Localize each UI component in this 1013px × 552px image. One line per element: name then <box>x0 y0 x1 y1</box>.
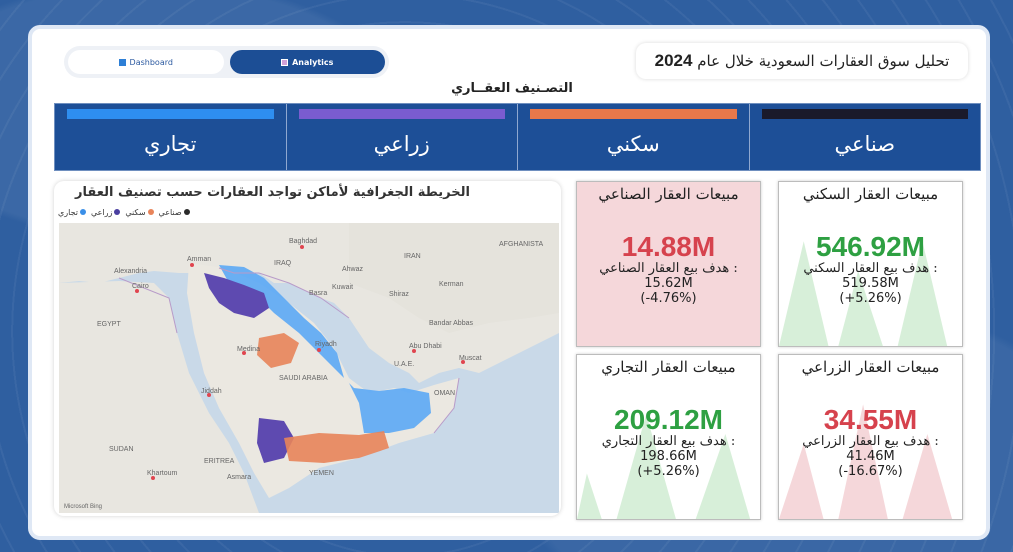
label-iraq: IRAQ <box>274 260 292 267</box>
category-color-bar <box>67 109 274 119</box>
label-baghdad: Baghdad <box>289 238 317 245</box>
label-medina: Medina <box>237 346 260 353</box>
label-saudi: SAUDI ARABIA <box>279 375 328 382</box>
label-uae: U.A.E. <box>394 361 414 368</box>
label-egypt: EGYPT <box>97 321 121 328</box>
dashboard-nav-label: Dashboard <box>129 57 173 67</box>
category-label: زراعي <box>373 132 430 156</box>
kpi-residential-target-label: هدف بيع العقار السكني : <box>803 261 938 276</box>
kpi-agricultural-change: (-16.67%) <box>838 464 903 479</box>
label-amman: Amman <box>187 256 211 263</box>
report-title-text: تحليل سوق العقارات السعودية خلال عام <box>697 52 950 70</box>
analytics-nav-label: Analytics <box>292 57 334 67</box>
kpi-commercial-change: (+5.26%) <box>637 464 700 479</box>
kpi-agricultural-target-label: هدف بيع العقار الزراعي : <box>802 434 939 449</box>
label-ahwaz: Ahwaz <box>342 266 364 273</box>
category-residential[interactable]: سكني <box>518 104 750 170</box>
label-oman: OMAN <box>434 390 455 397</box>
map-title: الخريطة الجغرافية لأماكن تواجد العقارات … <box>75 185 470 200</box>
category-industrial[interactable]: صناعي <box>750 104 981 170</box>
region-agricultural-north <box>204 273 269 318</box>
region-commercial <box>219 265 431 433</box>
kpi-industrial-change: (-4.76%) <box>640 291 697 306</box>
map-visual[interactable]: AFGHANISTA Baghdad IRAQ Amman Alexandria… <box>59 223 559 513</box>
kpi-residential-value: 546.92M <box>816 231 925 262</box>
label-shiraz: Shiraz <box>389 291 409 298</box>
label-yemen: YEMEN <box>309 470 334 477</box>
legend-item-industrial[interactable]: صناعي <box>159 208 190 217</box>
region-residential-south <box>284 431 389 463</box>
label-khartoum: Khartoum <box>147 470 178 477</box>
kpi-residential-title: مبيعات العقار السكني <box>802 185 939 203</box>
map-land-africa <box>59 281 259 513</box>
label-sudan: SUDAN <box>109 446 134 453</box>
kpi-residential-sparkline <box>779 241 948 346</box>
kpi-agricultural-card: مبيعات العقار الزراعي 34.55M هدف بيع الع… <box>778 354 963 520</box>
category-section-title: التصـنيف العقــاري <box>451 81 573 96</box>
kpi-agricultural-title: مبيعات العقار الزراعي <box>801 358 940 376</box>
kpi-commercial-title: مبيعات العقار التجاري <box>601 358 736 376</box>
report-title-year: 2024 <box>654 51 693 70</box>
legend-item-agricultural[interactable]: زراعي <box>91 208 121 217</box>
label-bandar-abbas: Bandar Abbas <box>429 320 473 327</box>
kpi-agricultural-sparkline <box>779 404 953 519</box>
label-bing: Microsoft Bing <box>64 504 102 510</box>
analytics-icon <box>281 58 289 66</box>
kpi-agricultural-target: 41.46M <box>846 449 895 464</box>
category-color-bar <box>761 109 968 119</box>
category-label: صناعي <box>834 132 896 156</box>
kpi-residential-target: 519.58M <box>842 276 899 291</box>
label-alexandria: Alexandria <box>114 268 147 275</box>
map-land-iran <box>349 223 559 333</box>
kpi-commercial-target-label: هدف بيع العقار التجاري : <box>601 434 736 449</box>
category-commercial[interactable]: تجاري <box>55 104 287 170</box>
dashboard-icon <box>118 58 126 66</box>
label-kuwait: Kuwait <box>332 284 353 291</box>
category-color-bar <box>530 109 737 119</box>
kpi-industrial-target: 15.62M <box>644 276 693 291</box>
kpi-agricultural-value: 34.55M <box>823 404 918 435</box>
kpi-residential-card: مبيعات العقار السكني 546.92M هدف بيع الع… <box>778 181 963 347</box>
dashboard-nav-button[interactable]: Dashboard <box>68 50 224 74</box>
map-legend: صناعي سكني زراعي تجاري <box>58 208 190 217</box>
kpi-residential-change: (+5.26%) <box>839 291 902 306</box>
legend-item-commercial[interactable]: تجاري <box>58 208 86 217</box>
map-card: الخريطة الجغرافية لأماكن تواجد العقارات … <box>54 181 561 516</box>
category-label: تجاري <box>144 132 197 156</box>
region-residential-center <box>257 333 299 368</box>
label-abu-dhabi: Abu Dhabi <box>409 343 442 350</box>
label-riyadh: Riyadh <box>315 341 337 348</box>
label-eritrea: ERITREA <box>204 458 235 465</box>
category-slicer: تجاري زراعي سكني صناعي <box>54 103 981 171</box>
label-iran: IRAN <box>404 253 421 260</box>
dashboard-panel: Dashboard Analytics تحليل سوق العقارات ا… <box>28 25 990 540</box>
analytics-nav-button[interactable]: Analytics <box>229 50 385 74</box>
report-title: تحليل سوق العقارات السعودية خلال عام 202… <box>636 43 968 79</box>
label-cairo: Cairo <box>132 283 149 290</box>
kpi-commercial-target: 198.66M <box>640 449 697 464</box>
label-afghanistan: AFGHANISTA <box>499 241 544 248</box>
page-navigator: Dashboard Analytics <box>64 46 389 78</box>
label-muscat: Muscat <box>459 355 482 362</box>
kpi-commercial-sparkline <box>577 414 751 519</box>
kpi-industrial-card: مبيعات العقار الصناعي 14.88M هدف بيع الع… <box>576 181 761 347</box>
label-basra: Basra <box>309 290 327 297</box>
kpi-commercial-value: 209.12M <box>614 404 723 435</box>
category-agricultural[interactable]: زراعي <box>287 104 518 170</box>
map-land-arabia <box>187 263 459 498</box>
kpi-industrial-value: 14.88M <box>621 231 716 262</box>
label-asmara: Asmara <box>227 474 251 481</box>
kpi-industrial-title: مبيعات العقار الصناعي <box>598 185 739 203</box>
label-jeddah: Jiddah <box>201 388 222 395</box>
category-label: سكني <box>606 132 660 156</box>
kpi-industrial-target-label: هدف بيع العقار الصناعي : <box>599 261 738 276</box>
region-agricultural-south <box>257 418 294 463</box>
legend-item-residential[interactable]: سكني <box>125 208 154 217</box>
kpi-commercial-card: مبيعات العقار التجاري 209.12M هدف بيع ال… <box>576 354 761 520</box>
category-color-bar <box>298 109 505 119</box>
label-kerman: Kerman <box>439 281 464 288</box>
